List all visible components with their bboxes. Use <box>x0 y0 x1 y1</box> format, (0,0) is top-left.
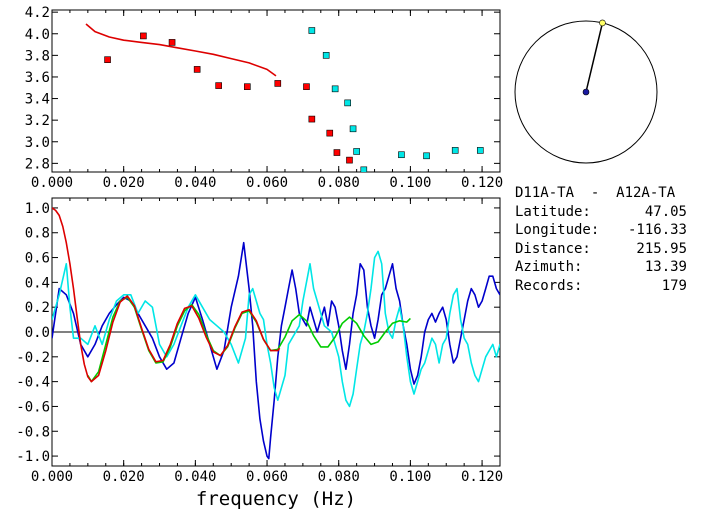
top-ytick-label: 3.0 <box>25 135 50 151</box>
bottom-ytick-label: 0.6 <box>25 251 50 267</box>
distance-label: Distance: <box>515 240 591 257</box>
top-series-1-point <box>476 147 484 154</box>
top-xtick-label: 0.080 <box>318 175 360 191</box>
top-series-1-point <box>353 148 360 155</box>
top-series-0-point <box>193 66 201 73</box>
top-series-0-point <box>308 115 316 123</box>
bottom-series-1-line <box>52 250 500 408</box>
bottom-ytick-label: -0.2 <box>16 350 50 366</box>
station-center-marker <box>582 88 590 96</box>
bottom-xlabel: frequency (Hz) <box>196 488 356 510</box>
top-series-2-line <box>85 23 277 77</box>
top-ytick-label: 3.2 <box>25 113 50 129</box>
top-ytick-label: 4.0 <box>25 27 50 43</box>
latitude-label: Latitude: <box>515 203 591 220</box>
distance-value: 215.95 <box>636 240 687 257</box>
longitude-value: -116.33 <box>627 222 687 238</box>
bottom-xtick-label: 0.000 <box>31 469 73 485</box>
azimuth-map <box>514 19 658 164</box>
bottom-ytick-label: 0.2 <box>25 300 50 316</box>
bottom-xtick-label: 0.020 <box>103 469 145 485</box>
azimuth-label: Azimuth: <box>515 259 583 275</box>
longitude-row: Longitude: -116.33 <box>515 221 687 240</box>
records-value: 179 <box>661 277 687 294</box>
top-series-0-point <box>333 149 341 156</box>
top-xtick-label: 0.000 <box>31 175 73 191</box>
map-circle <box>514 20 658 164</box>
top-series-1-point <box>308 27 316 34</box>
latitude-row: Latitude: 47.05 <box>515 203 687 222</box>
bottom-xtick-label: 0.080 <box>318 469 360 485</box>
top-series-1-point <box>344 99 351 107</box>
station-pair-title: D11A-TA - A12A-TA <box>515 185 676 201</box>
top-ytick-label: 2.8 <box>25 156 50 172</box>
bottom-series-0-line <box>52 241 500 460</box>
bottom-ytick-label: 0.4 <box>25 275 50 291</box>
records-row: Records: 179 <box>515 277 687 296</box>
top-series-1-point <box>322 52 330 59</box>
station-info-panel: D11A-TA - A12A-TA Latitude: 47.05 Longit… <box>515 184 687 295</box>
top-series-1-point <box>398 151 405 159</box>
top-series-1-point <box>423 152 430 160</box>
top-ytick-label: 3.4 <box>25 92 50 108</box>
bottom-ytick-label: 0.8 <box>25 226 50 242</box>
bottom-xtick-label: 0.060 <box>246 469 288 485</box>
top-ytick-label: 3.6 <box>25 70 50 86</box>
bottom-ytick-label: -1.0 <box>16 449 50 465</box>
top-xtick-label: 0.120 <box>461 175 503 191</box>
top-series-0-point <box>274 80 282 87</box>
bottom-ytick-label: -0.6 <box>16 399 50 415</box>
top-xtick-label: 0.020 <box>103 175 145 191</box>
bottom-ytick-label: 0.0 <box>25 325 50 341</box>
top-series-1-point <box>349 125 357 133</box>
azimuth-value: 13.39 <box>644 259 687 275</box>
bottom-ytick-label: -0.4 <box>16 375 50 391</box>
top-series-0-point <box>244 83 251 90</box>
top-series-0-point <box>215 82 222 89</box>
top-plot-area <box>85 23 484 172</box>
bottom-plot-area <box>52 207 500 460</box>
station-end-marker <box>599 19 606 27</box>
top-series-0-point <box>346 156 353 164</box>
azimuth-line <box>585 22 604 93</box>
distance-row: Distance: 215.95 <box>515 240 687 259</box>
top-series-0-point <box>140 32 147 40</box>
azimuth-row: Azimuth: 13.39 <box>515 258 687 277</box>
latitude-value: 47.05 <box>644 203 687 220</box>
top-xtick-label: 0.040 <box>174 175 216 191</box>
bottom-xtick-label: 0.120 <box>461 469 503 485</box>
cross-correlation-plot: 0.000 0.020 0.040 0.060 0.080 0.100 0.120 -1.0 -… <box>16 197 503 510</box>
top-ytick-label: 4.2 <box>25 5 50 21</box>
top-frame <box>51 9 501 173</box>
top-series-0-point <box>326 129 334 137</box>
longitude-label: Longitude: <box>515 222 600 238</box>
top-xtick-label: 0.060 <box>246 175 288 191</box>
bottom-xtick-label: 0.100 <box>389 469 431 485</box>
bottom-series-3-line <box>52 207 281 383</box>
bottom-ytick-label: 1.0 <box>25 201 50 217</box>
bottom-xtick-label: 0.040 <box>174 469 216 485</box>
top-series-0-point <box>168 39 176 46</box>
top-series-0-point <box>104 56 111 63</box>
top-series-1-point <box>331 85 339 93</box>
records-label: Records: <box>515 277 583 294</box>
dispersion-plot: 0.000 0.020 0.040 0.060 0.080 0.100 0.120 2.8 3.… <box>25 5 503 191</box>
top-series-1-point <box>360 166 368 172</box>
top-ytick-label: 3.8 <box>25 48 50 64</box>
top-xtick-label: 0.100 <box>389 175 431 191</box>
bottom-ytick-label: -0.8 <box>16 424 50 440</box>
top-series-1-point <box>451 147 459 154</box>
top-series-0-point <box>303 83 310 90</box>
